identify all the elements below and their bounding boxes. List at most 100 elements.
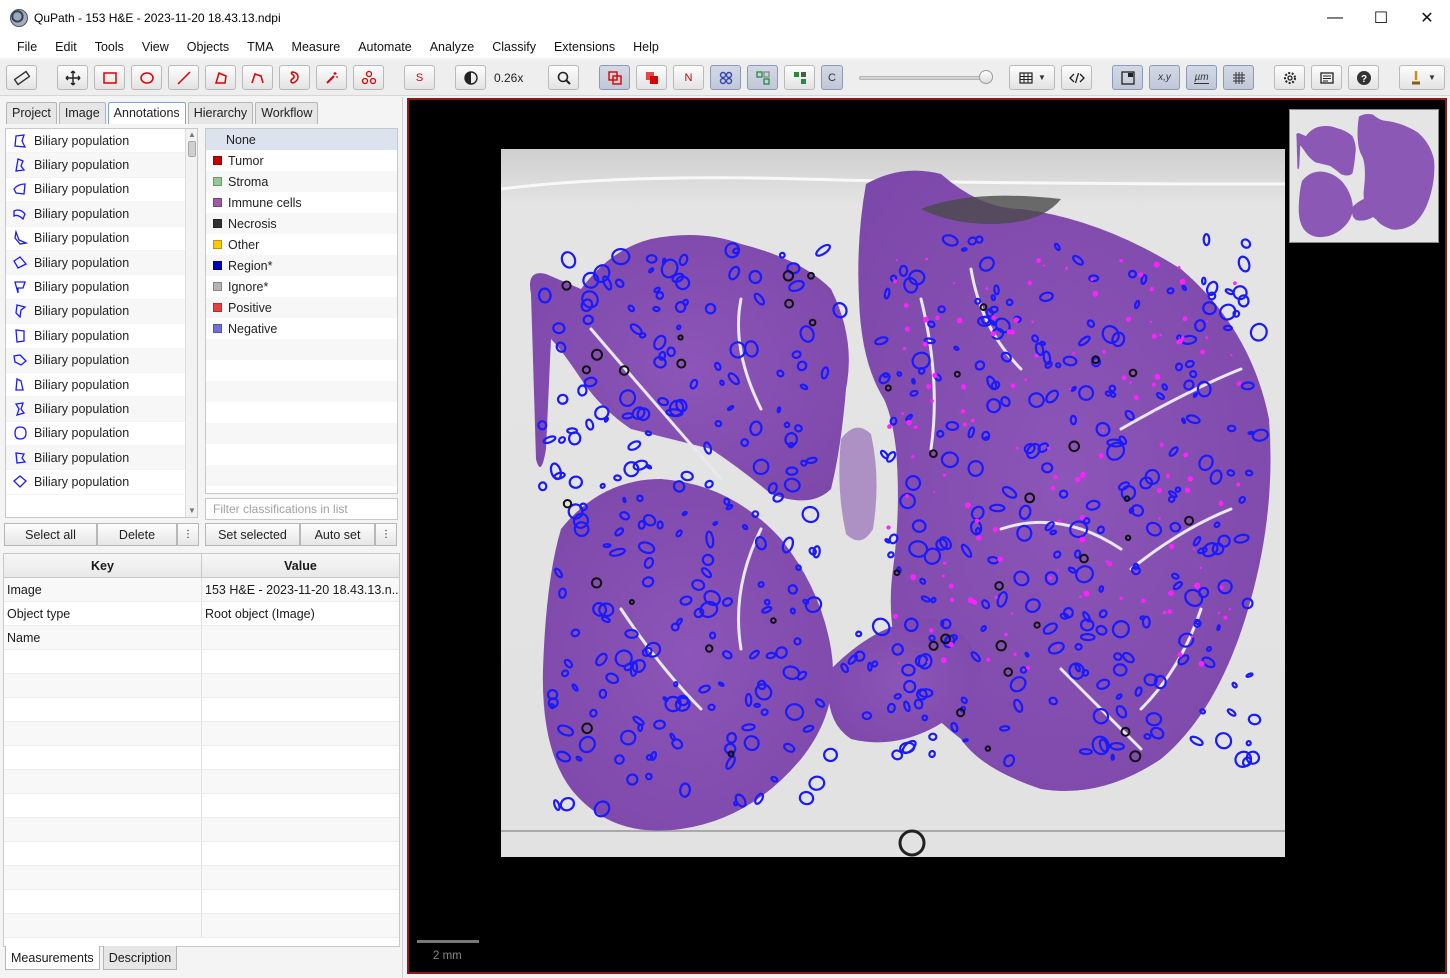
set-selected-button[interactable]: Set selected [205, 523, 300, 546]
annotation-list-item[interactable]: Biliary population [6, 275, 197, 300]
biliary-annotation[interactable] [885, 451, 897, 463]
biliary-annotation[interactable] [1174, 486, 1182, 493]
biliary-annotation[interactable] [996, 591, 1009, 608]
biliary-annotation[interactable] [754, 792, 765, 806]
biliary-annotation[interactable] [990, 294, 997, 302]
biliary-annotation[interactable] [708, 631, 717, 640]
biliary-annotation[interactable] [798, 790, 815, 806]
show-grid-button[interactable] [1223, 65, 1254, 90]
biliary-annotation[interactable] [1028, 392, 1045, 409]
class-list-item[interactable]: Positive [206, 297, 397, 318]
biliary-annotation[interactable] [577, 384, 588, 397]
class-list-item[interactable]: Negative [206, 318, 397, 339]
biliary-annotation[interactable] [874, 336, 889, 346]
biliary-annotation[interactable] [614, 527, 625, 537]
biliary-annotation[interactable] [781, 536, 795, 554]
biliary-annotation[interactable] [1189, 735, 1204, 747]
biliary-annotation[interactable] [1141, 615, 1151, 629]
biliary-annotation[interactable] [605, 672, 620, 685]
biliary-annotation[interactable] [782, 665, 801, 681]
biliary-annotation[interactable] [1248, 321, 1269, 343]
biliary-annotation[interactable] [719, 379, 725, 387]
biliary-annotation[interactable] [614, 278, 625, 289]
biliary-annotation[interactable] [753, 702, 762, 709]
biliary-annotation[interactable] [1226, 424, 1237, 433]
biliary-annotation[interactable] [975, 235, 984, 244]
biliary-annotation[interactable] [960, 247, 968, 252]
biliary-annotation[interactable] [642, 513, 657, 527]
biliary-annotation[interactable] [1232, 309, 1241, 318]
biliary-annotation[interactable] [1196, 380, 1212, 398]
biliary-annotation[interactable] [613, 474, 622, 482]
biliary-annotation[interactable] [602, 543, 612, 549]
biliary-annotation[interactable] [1109, 391, 1117, 398]
biliary-annotation[interactable] [761, 605, 773, 614]
biliary-annotation[interactable] [950, 721, 959, 733]
biliary-annotation[interactable] [999, 725, 1011, 732]
biliary-annotation[interactable] [927, 320, 936, 329]
biliary-annotation[interactable] [676, 694, 690, 707]
biliary-annotation[interactable] [985, 397, 1002, 414]
close-button[interactable]: ✕ [1420, 10, 1434, 27]
class-list-item[interactable]: Tumor [206, 150, 397, 171]
biliary-annotation[interactable] [905, 413, 913, 422]
biliary-annotation[interactable] [589, 708, 598, 718]
fill-annotations-button[interactable] [636, 65, 667, 90]
biliary-annotation[interactable] [537, 420, 548, 431]
biliary-annotation[interactable] [805, 456, 818, 465]
biliary-annotation[interactable] [938, 535, 953, 551]
biliary-annotation[interactable] [1095, 624, 1108, 636]
biliary-annotation[interactable] [1192, 535, 1202, 547]
biliary-annotation[interactable] [537, 481, 548, 492]
biliary-annotation[interactable] [748, 269, 763, 285]
biliary-annotation[interactable] [1143, 673, 1158, 687]
biliary-annotation[interactable] [689, 378, 699, 390]
biliary-annotation[interactable] [783, 421, 791, 429]
biliary-annotation[interactable] [575, 755, 583, 762]
biliary-annotation[interactable] [1226, 708, 1237, 717]
biliary-annotation[interactable] [712, 520, 719, 527]
grid-overlay-dropdown[interactable]: ▼ [1009, 65, 1055, 90]
biliary-annotation[interactable] [732, 247, 741, 255]
biliary-annotation[interactable] [1209, 469, 1224, 486]
biliary-annotation[interactable] [970, 651, 981, 663]
biliary-annotation[interactable] [1197, 453, 1216, 472]
slider-thumb[interactable] [979, 70, 993, 84]
biliary-annotation[interactable] [930, 596, 937, 604]
biliary-annotation[interactable] [625, 772, 639, 786]
biliary-annotation[interactable] [1074, 663, 1081, 673]
biliary-annotation[interactable] [592, 799, 612, 820]
biliary-annotation[interactable] [608, 547, 626, 557]
show-connections-button[interactable]: C [821, 65, 843, 90]
table-row[interactable] [4, 818, 399, 842]
biliary-annotation[interactable] [911, 519, 927, 533]
biliary-annotation[interactable] [643, 556, 655, 569]
biliary-annotation[interactable] [749, 649, 760, 660]
biliary-annotation[interactable] [742, 733, 762, 753]
biliary-annotation[interactable] [893, 693, 902, 700]
annotation-list-item[interactable]: Biliary population [6, 299, 197, 325]
biliary-annotation[interactable] [1088, 274, 1100, 283]
biliary-annotation[interactable] [960, 696, 968, 705]
biliary-annotation[interactable] [681, 510, 688, 517]
biliary-annotation[interactable] [977, 315, 993, 327]
biliary-annotation[interactable] [717, 681, 725, 687]
table-row[interactable] [4, 914, 399, 938]
biliary-annotation[interactable] [675, 529, 683, 538]
biliary-annotation[interactable] [1067, 662, 1085, 681]
biliary-annotation[interactable] [962, 738, 969, 743]
fill-detections-button[interactable] [784, 65, 815, 90]
biliary-annotation[interactable] [1108, 384, 1117, 393]
biliary-annotation[interactable] [734, 793, 748, 808]
biliary-annotation[interactable] [928, 634, 936, 642]
biliary-annotation[interactable] [1074, 643, 1083, 651]
biliary-annotation[interactable] [556, 750, 572, 764]
biliary-annotation[interactable] [1213, 521, 1221, 529]
biliary-annotation[interactable] [753, 681, 774, 702]
biliary-annotation[interactable] [1189, 369, 1198, 379]
biliary-annotation[interactable] [1078, 385, 1095, 402]
biliary-annotation[interactable] [591, 601, 609, 619]
biliary-annotation[interactable] [889, 274, 898, 282]
biliary-annotation[interactable] [1086, 319, 1096, 328]
help-button[interactable]: ? [1348, 65, 1379, 90]
